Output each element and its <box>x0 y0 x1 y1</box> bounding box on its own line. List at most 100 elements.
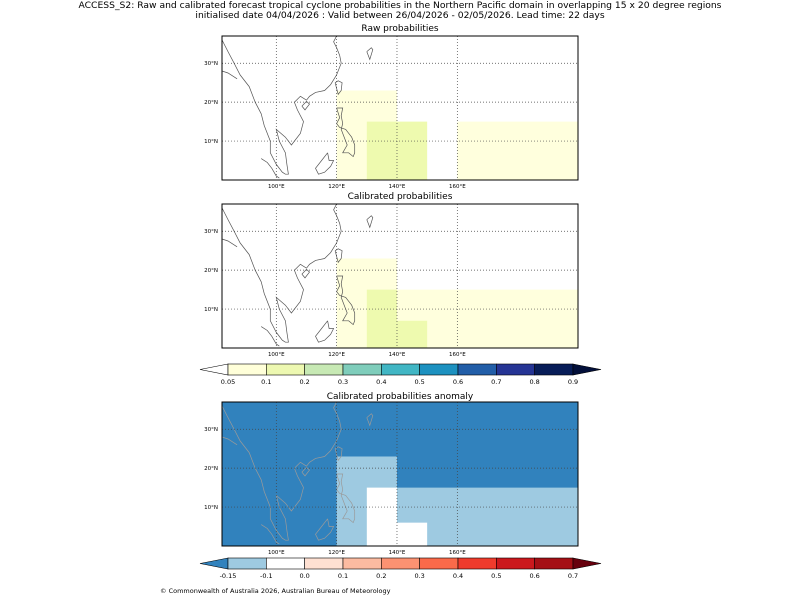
colorbar-swatch <box>266 557 305 570</box>
coastline <box>366 215 374 229</box>
coastline <box>334 446 343 462</box>
coastline <box>315 320 335 343</box>
colorbar-swatch <box>227 557 267 570</box>
figure-title-line2: initialised date 04/04/2026 : Valid betw… <box>195 10 605 21</box>
coastline <box>261 326 280 347</box>
colorbar-tick-label: 0.5 <box>491 572 501 580</box>
map-panel-1: 30°N 20°N 10°N 100°E 120°E 140°E 160°E <box>204 203 579 358</box>
coastline <box>366 47 374 61</box>
coastline <box>222 238 238 248</box>
copyright-footer: © Commonwealth of Australia 2026, Austra… <box>160 587 391 595</box>
coastline <box>222 204 342 343</box>
probability-region <box>366 487 397 546</box>
panel-title-anomaly: Calibrated probabilities anomaly <box>326 392 474 402</box>
colorbar-tick-label: 0.6 <box>529 572 539 580</box>
coastline <box>366 413 374 427</box>
colorbar-swatch <box>227 363 267 376</box>
latitude-label: 10°N <box>204 505 218 511</box>
longitude-label: 140°E <box>389 184 406 190</box>
colorbar-tick-label: 0.0 <box>299 572 309 580</box>
probability-region <box>396 320 428 348</box>
colorbar-under-arrow <box>199 557 229 570</box>
colorbar-tick-label: 0.9 <box>568 378 578 386</box>
latitude-label: 10°N <box>204 139 218 145</box>
coastline <box>336 275 356 326</box>
latitude-label: 30°N <box>204 61 218 67</box>
longitude-label: 100°E <box>268 352 285 358</box>
colorbar-swatch <box>266 363 305 376</box>
colorbar-tick-label: 0.5 <box>414 378 424 386</box>
colorbar-swatch <box>457 557 497 570</box>
longitude-label: 140°E <box>389 352 406 358</box>
colorbar-tick-label: 0.3 <box>414 572 424 580</box>
latitude-label: 20°N <box>204 466 218 472</box>
longitude-label: 120°E <box>328 550 345 556</box>
colorbar-swatch <box>419 363 459 376</box>
longitude-label: 100°E <box>268 184 285 190</box>
coastline <box>334 80 343 96</box>
colorbar-swatch <box>496 363 535 376</box>
colorbar-swatch <box>496 557 535 570</box>
colorbar-swatch <box>419 557 459 570</box>
coastline <box>301 268 310 279</box>
colorbar-over-arrow <box>572 363 602 376</box>
coastline <box>301 466 310 477</box>
longitude-label: 160°E <box>449 550 466 556</box>
colorbar-swatch <box>342 363 382 376</box>
latitude-label: 20°N <box>204 268 218 274</box>
longitude-label: 120°E <box>328 184 345 190</box>
figure-title-line1: ACCESS_S2: Raw and calibrated forecast t… <box>78 0 722 11</box>
coastline <box>315 518 335 541</box>
coastline <box>222 436 238 446</box>
colorbar-tick-label: -0.15 <box>220 572 237 580</box>
colorbar-swatch <box>457 363 497 376</box>
coastline <box>222 402 342 541</box>
map-frame <box>221 401 579 547</box>
probability-region <box>366 289 397 348</box>
colorbar-tick-label: 0.4 <box>376 378 386 386</box>
colorbar-tick-label: -0.1 <box>260 572 273 580</box>
colorbar-tick-label: 0.7 <box>491 378 501 386</box>
probability-region <box>457 121 578 180</box>
latitude-label: 20°N <box>204 100 218 106</box>
coastline <box>222 70 238 80</box>
longitude-label: 120°E <box>328 352 345 358</box>
colorbar-swatch <box>534 557 574 570</box>
colorbar-tick-label: 0.1 <box>261 378 271 386</box>
coastline <box>336 473 356 524</box>
panel-title-raw: Raw probabilities <box>361 24 439 34</box>
colorbar-over-arrow <box>572 557 602 570</box>
longitude-label: 160°E <box>449 184 466 190</box>
map-panel-0: 30°N 20°N 10°N 100°E 120°E 140°E 160°E <box>204 35 579 190</box>
longitude-label: 140°E <box>389 550 406 556</box>
coastline <box>301 100 310 111</box>
coastline <box>261 524 280 545</box>
colorbar-tick-label: 0.6 <box>453 378 463 386</box>
longitude-label: 160°E <box>449 352 466 358</box>
latitude-label: 30°N <box>204 229 218 235</box>
latitude-label: 30°N <box>204 427 218 433</box>
colorbar-swatch <box>534 363 574 376</box>
map-frame <box>221 35 579 181</box>
probability-colorbar-bar: 0.05 0.1 0.2 0.3 0.4 0.5 0.6 0.7 0.8 0.9 <box>199 363 602 386</box>
colorbar-tick-label: 0.2 <box>299 378 309 386</box>
colorbar-under-arrow <box>199 363 229 376</box>
coastline <box>336 107 356 158</box>
colorbar-tick-label: 0.05 <box>221 378 235 386</box>
coastline <box>261 158 280 179</box>
longitude-label: 100°E <box>268 550 285 556</box>
colorbar-swatch <box>342 557 382 570</box>
colorbar-swatch <box>304 363 344 376</box>
coastline <box>222 36 342 175</box>
latitude-label: 10°N <box>204 307 218 313</box>
panel-title-calibrated: Calibrated probabilities <box>347 192 453 202</box>
colorbar-tick-label: 0.3 <box>338 378 348 386</box>
colorbar-swatch <box>381 557 420 570</box>
colorbar-tick-label: 0.8 <box>529 378 539 386</box>
colorbar-tick-label: 0.1 <box>338 572 348 580</box>
colorbar-swatch <box>381 363 420 376</box>
coastline <box>315 152 335 175</box>
coastline <box>334 248 343 264</box>
